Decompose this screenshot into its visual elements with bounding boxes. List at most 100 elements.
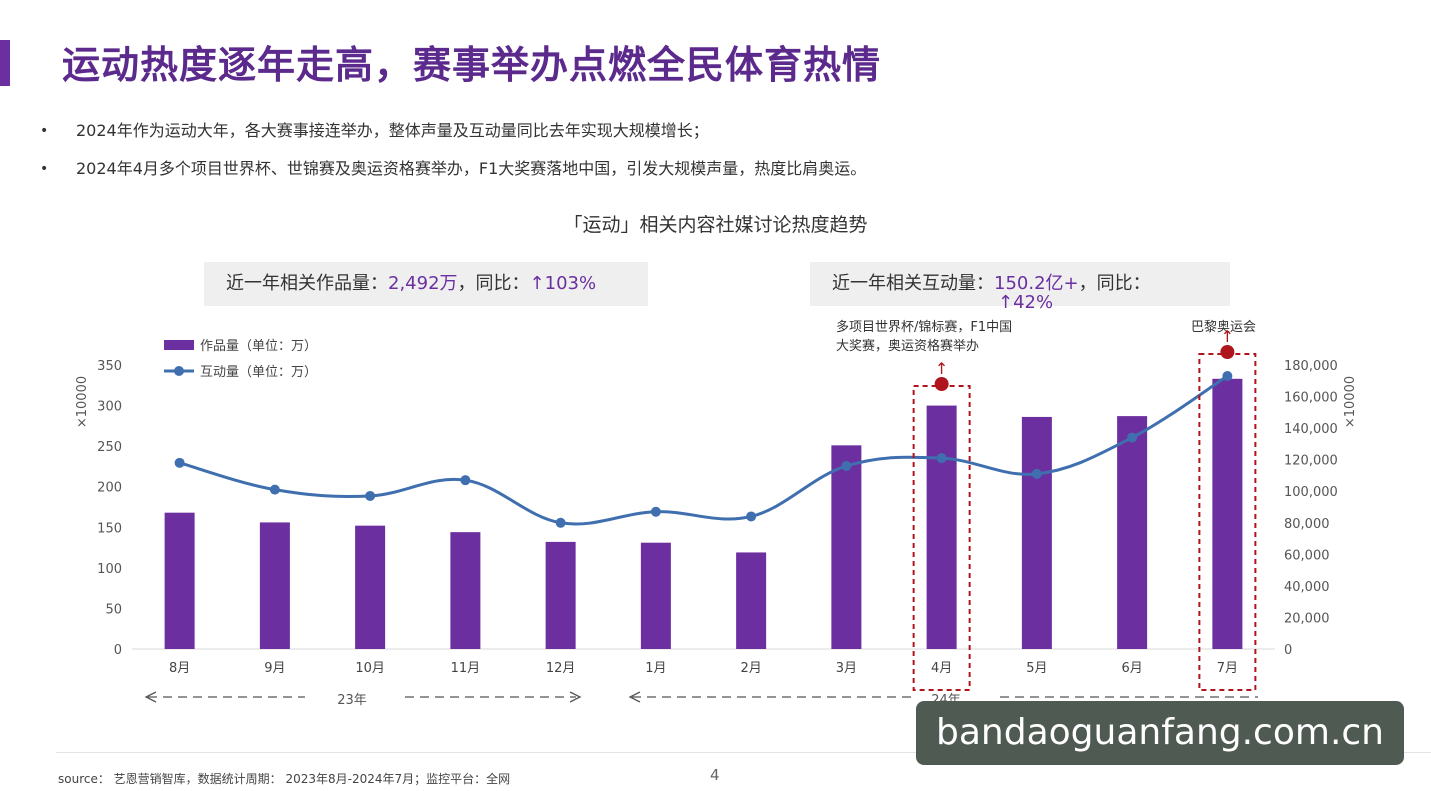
y-right-tick-label: 120,000: [1284, 454, 1338, 469]
y-left-unit-label: ×10000: [75, 376, 90, 428]
july-annotation: 巴黎奥运会: [1191, 320, 1257, 335]
line-series: [174, 371, 1233, 528]
interactions-stat-value: 150.2亿+: [994, 273, 1079, 294]
works-stat-box: 近一年相关作品量：2,492万，同比：↑103%: [204, 262, 648, 306]
bullet-text: 2024年4月多个项目世界杯、世锦赛及奥运资格赛举办，F1大奖赛落地中国，引发大…: [76, 159, 867, 178]
april-annotation-line: 多项目世界杯/锦标赛，F1中国: [836, 320, 1013, 335]
line-point-5月: [1031, 468, 1042, 479]
works-stat-yoy: ↑103%: [529, 273, 597, 294]
y-left-tick-label: 350: [97, 359, 122, 374]
y-right-tick-label: 180,000: [1284, 359, 1338, 374]
y-left-tick-label: 250: [97, 440, 122, 455]
footer-divider: [56, 752, 1431, 753]
line-point-3月: [841, 460, 852, 471]
bar-series: [164, 378, 1243, 649]
y-right-tick-label: 140,000: [1284, 422, 1338, 437]
works-stat-yoy-label: ，同比：: [457, 273, 530, 294]
y-right-tick-label: 0: [1284, 643, 1292, 658]
highlight-dot-4月: [934, 377, 949, 391]
line-point-8月: [174, 457, 185, 468]
y-right-tick-label: 40,000: [1284, 580, 1330, 595]
y-right-unit-label: ×10000: [1343, 376, 1358, 428]
bar-11月: [450, 532, 481, 649]
bar-7月: [1212, 378, 1243, 649]
bar-1月: [640, 542, 671, 649]
page-title: 运动热度逐年走高，赛事举办点燃全民体育热情: [62, 43, 882, 87]
title-accent-bar: [0, 40, 10, 86]
x-tick-label: 1月: [645, 661, 666, 676]
line-point-4月: [936, 453, 947, 464]
year-23-arrow-right: [569, 691, 582, 703]
x-tick-label: 4月: [931, 661, 952, 676]
bullet-text: 2024年作为运动大年，各大赛事接连举办，整体声量及互动量同比去年实现大规模增长…: [76, 121, 709, 140]
x-tick-label: 7月: [1217, 661, 1238, 676]
highlight-dot-7月: [1220, 345, 1235, 359]
interactions-stat-yoy: ↑42%: [998, 292, 1054, 313]
y-left-tick-label: 300: [97, 400, 122, 415]
watermark: bandaoguanfang.com.cn: [916, 701, 1404, 765]
year-23-arrow-left: [144, 691, 157, 703]
y-left-tick-label: 50: [105, 602, 122, 617]
bar-6月: [1117, 416, 1148, 649]
highlight-arrow-4月: ↑: [935, 359, 948, 378]
bar-9月: [259, 522, 290, 649]
y-right-tick-label: 20,000: [1284, 611, 1330, 626]
y-right-tick-label: 80,000: [1284, 517, 1330, 532]
interactions-stat-box: 近一年相关互动量：150.2亿+，同比：: [810, 262, 1230, 306]
x-tick-label: 9月: [264, 661, 285, 676]
x-tick-label: 6月: [1121, 661, 1142, 676]
page-number: 4: [710, 766, 720, 784]
y-left-tick-label: 200: [97, 481, 122, 496]
axis-labels: 0 50 100 150 200 250 300 350 0 20,000 40,000 60,000…: [75, 359, 1358, 676]
april-annotation: 多项目世界杯/锦标赛，F1中国 大奖赛，奥运资格赛举办: [836, 318, 1012, 356]
line-point-1月: [650, 506, 661, 517]
bar-12月: [545, 541, 576, 649]
bullet-dot: •: [40, 161, 49, 177]
y-left-tick-label: 0: [114, 643, 122, 658]
line-point-12月: [555, 517, 566, 528]
line-point-6月: [1127, 432, 1138, 443]
bar-3月: [831, 445, 862, 649]
year-23-label: 23年: [337, 693, 367, 708]
legend-bar-label: 作品量（单位：万）: [200, 339, 317, 354]
y-right-tick-label: 60,000: [1284, 548, 1330, 563]
bar-8月: [164, 512, 195, 649]
bar-4月: [926, 405, 957, 649]
interactions-stat-prefix: 近一年相关互动量：: [832, 273, 994, 294]
bullet-item: • 2024年4月多个项目世界杯、世锦赛及奥运资格赛举办，F1大奖赛落地中国，引…: [40, 156, 866, 194]
line-point-11月: [460, 475, 471, 486]
works-stat-prefix: 近一年相关作品量：: [226, 273, 388, 294]
y-left-tick-label: 100: [97, 562, 122, 577]
line-point-9月: [269, 484, 280, 495]
legend-line-marker: [174, 366, 184, 376]
bullet-list: • 2024年作为运动大年，各大赛事接连举办，整体声量及互动量同比去年实现大规模…: [40, 118, 866, 194]
year-24-arrow-left: [628, 691, 641, 703]
line-point-2月: [746, 511, 757, 522]
x-tick-label: 5月: [1026, 661, 1047, 676]
x-tick-label: 3月: [836, 661, 857, 676]
x-tick-label: 2月: [740, 661, 761, 676]
x-tick-label: 8月: [169, 661, 190, 676]
line-point-10月: [365, 490, 376, 501]
highlight-arrow-7月: ↑: [1221, 327, 1234, 346]
bar-10月: [355, 525, 386, 649]
line-path: [179, 374, 1229, 526]
chart-legend: 作品量（单位：万） 互动量（单位：万）: [164, 339, 317, 380]
source-note: source： 艺恩营销智库，数据统计周期： 2023年8月-2024年7月；监…: [58, 772, 511, 786]
april-annotation-line: 大奖赛，奥运资格赛举办: [836, 339, 980, 354]
x-tick-label: 11月: [451, 661, 481, 676]
x-tick-label: 12月: [546, 661, 576, 676]
bullet-item: • 2024年作为运动大年，各大赛事接连举办，整体声量及互动量同比去年实现大规模…: [40, 118, 866, 156]
bullet-dot: •: [40, 123, 49, 139]
x-tick-label: 10月: [355, 661, 385, 676]
legend-line-label: 互动量（单位：万）: [200, 365, 317, 380]
highlight-group: ↑↑: [912, 327, 1257, 691]
line-point-7月: [1222, 371, 1233, 382]
y-right-tick-label: 100,000: [1284, 485, 1338, 500]
interactions-stat-yoy-label: ，同比：: [1078, 273, 1151, 294]
works-stat-value: 2,492万: [388, 273, 458, 294]
legend-bar-swatch: [164, 340, 194, 350]
y-right-tick-label: 160,000: [1284, 391, 1338, 406]
bar-2月: [736, 552, 767, 649]
